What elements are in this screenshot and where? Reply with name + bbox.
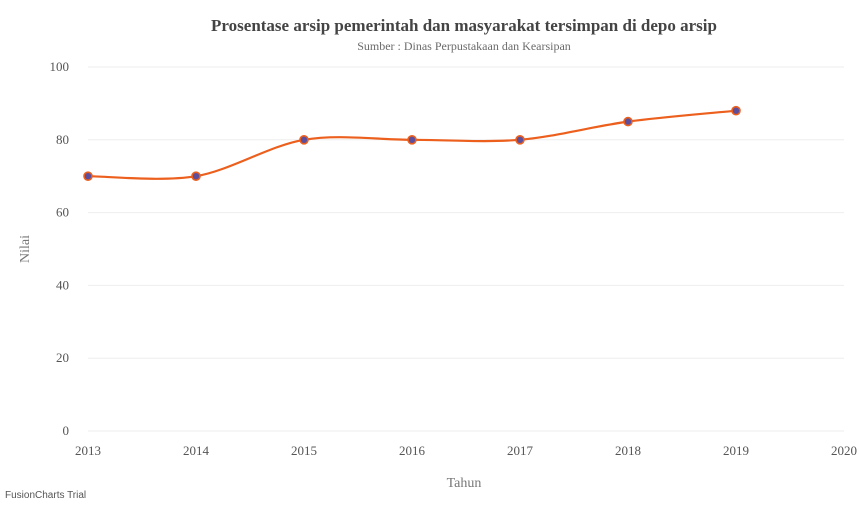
x-tick-label: 2019 [723,443,749,458]
x-tick-label: 2020 [831,443,857,458]
data-point-marker[interactable] [623,116,633,127]
y-tick-label: 0 [63,423,70,438]
x-tick-label: 2016 [399,443,426,458]
x-tick-label: 2018 [615,443,641,458]
gridlines [88,66,844,432]
data-point-marker[interactable] [83,171,93,181]
chart-title: Prosentase arsip pemerintah dan masyarak… [211,16,717,35]
chart-subtitle: Sumber : Dinas Perpustakaan dan Kearsipa… [357,39,571,53]
y-tick-label: 80 [56,132,69,147]
x-tick-label: 2014 [183,443,210,458]
y-axis-title: Nilai [18,235,33,263]
y-tick-label: 20 [56,350,69,365]
data-point-marker[interactable] [299,135,309,145]
x-axis-title: Tahun [447,476,482,491]
y-tick-label: 100 [50,59,70,74]
x-tick-label: 2013 [75,443,101,458]
y-tick-label: 60 [56,205,69,220]
series-line [87,109,737,180]
series-layer [83,105,741,181]
y-axis-ticks: 0 20 40 60 80 100 [50,59,70,438]
x-tick-label: 2015 [291,443,317,458]
x-tick-label: 2017 [507,443,534,458]
data-point-marker[interactable] [191,171,201,181]
data-point-marker[interactable] [731,105,741,116]
data-point-marker[interactable] [407,135,417,145]
x-axis-ticks: 2013 2014 2015 2016 2017 2018 2019 2020 [75,443,857,458]
y-tick-label: 40 [56,277,69,292]
data-point-marker[interactable] [515,135,525,145]
watermark-text: FusionCharts Trial [5,490,86,501]
